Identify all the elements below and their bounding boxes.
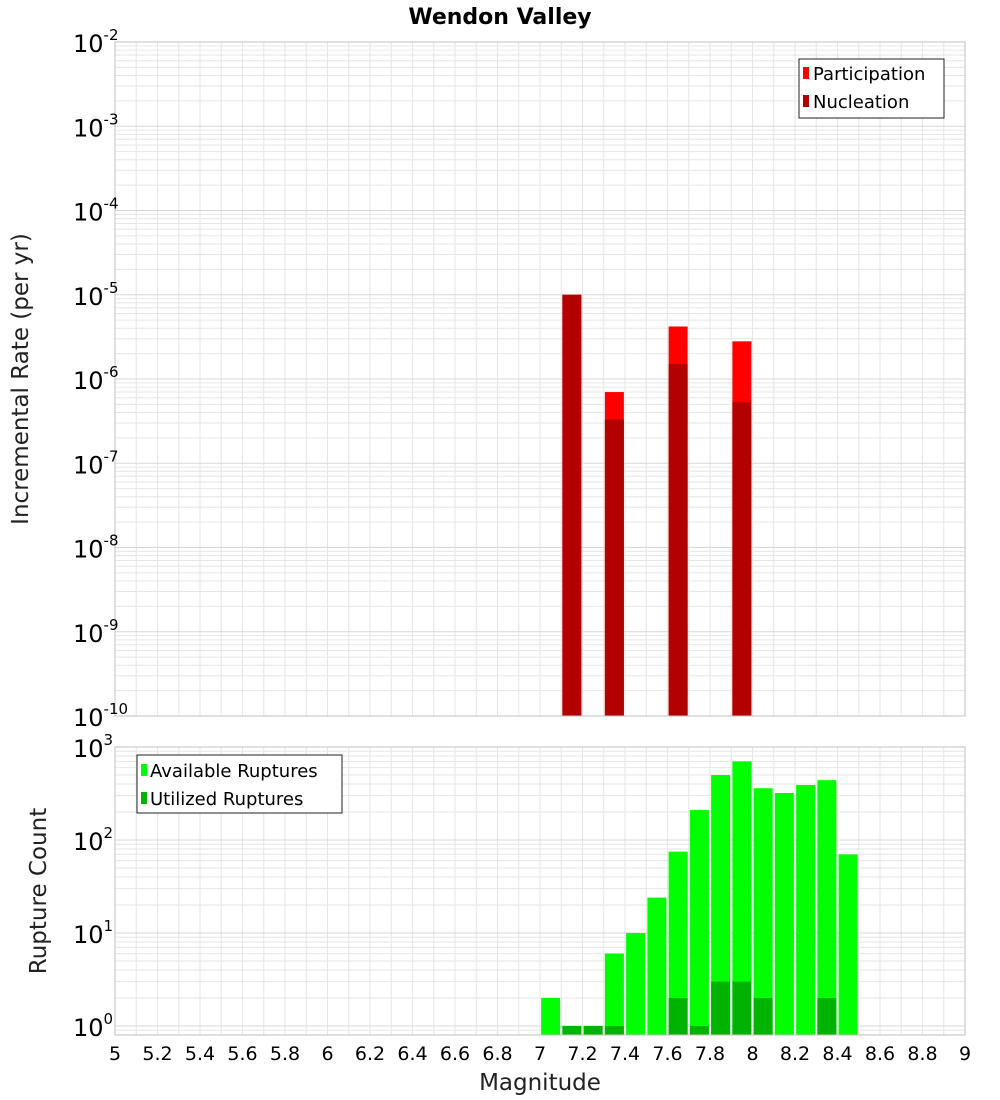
y-tick-label: 101 bbox=[73, 917, 113, 949]
available-ruptures-bar bbox=[817, 780, 837, 1035]
utilized-ruptures-bar bbox=[711, 981, 731, 1035]
bottom-plot-frame bbox=[114, 746, 966, 1036]
available-ruptures-bar bbox=[626, 932, 646, 1035]
x-tick-label: 7.6 bbox=[652, 1043, 682, 1065]
legend-swatch-available bbox=[141, 764, 147, 776]
nucleation-bar bbox=[668, 364, 688, 716]
x-axis-label: Magnitude bbox=[479, 1070, 601, 1096]
x-tick-label: 6.4 bbox=[397, 1043, 427, 1065]
top-plot: 10-10 10-9 10-8 10-7 10-6 10-5 10-4 10-3 10-2 In… bbox=[8, 26, 966, 732]
available-ruptures-bar bbox=[838, 854, 858, 1035]
y-tick-label: 10-6 bbox=[73, 363, 119, 395]
legend-label-participation: Participation bbox=[813, 64, 925, 85]
y-tick-label: 103 bbox=[73, 731, 113, 763]
bottom-bars bbox=[541, 761, 858, 1035]
legend-swatch-participation bbox=[803, 67, 809, 79]
top-legend: Participation Nucleation bbox=[798, 58, 945, 119]
y-tick-label: 100 bbox=[73, 1010, 113, 1042]
x-tick-label: 5.2 bbox=[142, 1043, 172, 1065]
top-legend-box bbox=[798, 58, 945, 119]
x-tick-label: 8.6 bbox=[865, 1043, 895, 1065]
bottom-legend-box bbox=[136, 754, 343, 814]
utilized-ruptures-bar bbox=[583, 1025, 603, 1035]
top-grid bbox=[114, 41, 966, 717]
top-plot-frame bbox=[114, 41, 966, 717]
top-bars bbox=[562, 294, 752, 716]
legend-label-utilized: Utilized Ruptures bbox=[150, 789, 303, 810]
chart-title: Wendon Valley bbox=[408, 5, 591, 30]
legend-swatch-nucleation bbox=[803, 95, 809, 107]
y-tick-label: 10-10 bbox=[73, 700, 128, 732]
x-tick-label: 8.8 bbox=[907, 1043, 937, 1065]
available-ruptures-bar bbox=[689, 810, 709, 1035]
legend-label-available: Available Ruptures bbox=[150, 761, 318, 782]
x-tick-label: 8.2 bbox=[780, 1043, 810, 1065]
legend-label-nucleation: Nucleation bbox=[813, 92, 909, 113]
x-tick-label: 7 bbox=[534, 1043, 546, 1065]
y-tick-label: 10-3 bbox=[73, 110, 119, 142]
x-tick-label: 6 bbox=[321, 1043, 333, 1065]
utilized-ruptures-bar bbox=[604, 1025, 624, 1035]
x-tick-label: 5.6 bbox=[227, 1043, 257, 1065]
y-tick-label: 10-4 bbox=[73, 195, 119, 227]
available-ruptures-bar bbox=[668, 851, 688, 1035]
x-tick-label: 9 bbox=[959, 1043, 971, 1065]
y-tick-label: 10-7 bbox=[73, 447, 119, 479]
x-tick-label: 7.8 bbox=[695, 1043, 725, 1065]
utilized-ruptures-bar bbox=[668, 997, 688, 1035]
available-ruptures-bar bbox=[541, 997, 561, 1035]
utilized-ruptures-bar bbox=[732, 981, 752, 1035]
x-tick-label: 5.4 bbox=[185, 1043, 215, 1065]
y-tick-label: 10-9 bbox=[73, 616, 119, 648]
available-ruptures-bar bbox=[732, 761, 752, 1035]
utilized-ruptures-bar bbox=[562, 1025, 582, 1035]
x-tick-label: 7.2 bbox=[567, 1043, 597, 1065]
available-ruptures-bar bbox=[796, 785, 816, 1035]
available-ruptures-bar bbox=[753, 788, 773, 1035]
x-tick-label: 8 bbox=[746, 1043, 758, 1065]
utilized-ruptures-bar bbox=[817, 997, 837, 1035]
available-ruptures-bar bbox=[711, 774, 731, 1035]
y-tick-label: 102 bbox=[73, 824, 113, 856]
available-ruptures-bar bbox=[604, 953, 624, 1035]
available-ruptures-bar bbox=[647, 897, 667, 1035]
x-tick-label: 6.2 bbox=[355, 1043, 385, 1065]
bottom-legend: Available Ruptures Utilized Ruptures bbox=[136, 754, 343, 814]
utilized-ruptures-bar bbox=[753, 997, 773, 1035]
bottom-plot: 100 101 102 103 5 5.2 5.4 5.6 5.8 6 6.2 6.4 6.6 6.8 7… bbox=[26, 731, 971, 1096]
x-tick-label: 8.4 bbox=[822, 1043, 852, 1065]
nucleation-bar bbox=[562, 294, 582, 716]
nucleation-bar bbox=[604, 419, 624, 716]
legend-swatch-utilized bbox=[141, 792, 147, 804]
x-tick-label: 7.4 bbox=[610, 1043, 640, 1065]
bottom-y-axis-label: Rupture Count bbox=[26, 808, 52, 974]
y-tick-label: 10-2 bbox=[73, 26, 119, 58]
available-ruptures-bar bbox=[774, 793, 794, 1035]
x-tick-label: 6.8 bbox=[482, 1043, 512, 1065]
y-tick-label: 10-8 bbox=[73, 532, 119, 564]
nucleation-bar bbox=[732, 402, 752, 716]
x-tick-label: 6.6 bbox=[440, 1043, 470, 1065]
x-ticks: 5 5.2 5.4 5.6 5.8 6 6.2 6.4 6.6 6.8 7 7.2 7.4 7.6 7.8 8… bbox=[109, 1043, 971, 1065]
utilized-ruptures-bar bbox=[689, 1025, 709, 1035]
top-y-axis-label: Incremental Rate (per yr) bbox=[8, 233, 34, 525]
x-tick-label: 5 bbox=[109, 1043, 121, 1065]
x-tick-label: 5.8 bbox=[270, 1043, 300, 1065]
y-tick-label: 10-5 bbox=[73, 279, 119, 311]
bottom-y-ticks: 100 101 102 103 bbox=[73, 731, 113, 1042]
